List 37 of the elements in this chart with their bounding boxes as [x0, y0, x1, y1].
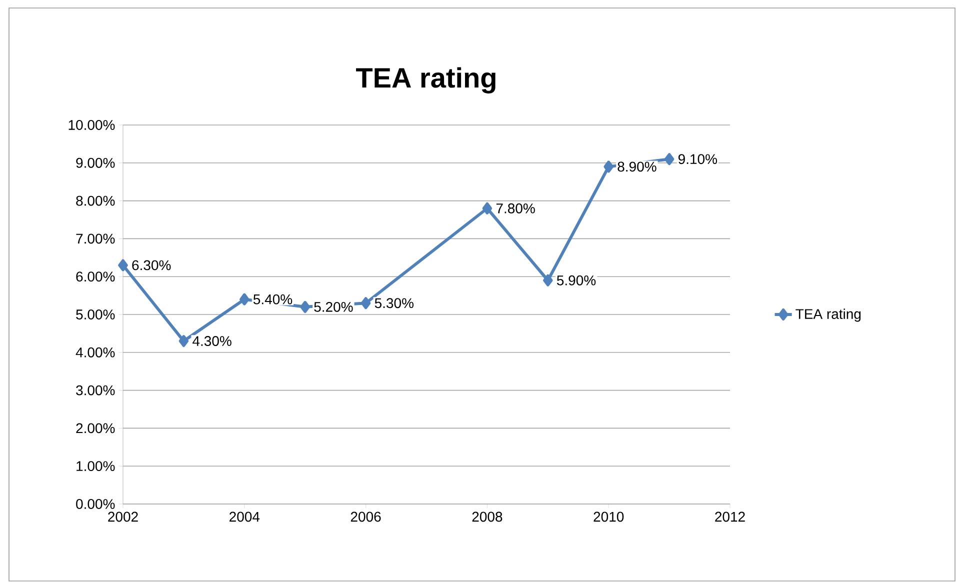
data-label: 5.90%	[556, 275, 596, 286]
x-tick-label: 2002	[108, 512, 138, 522]
point	[604, 160, 614, 173]
y-tick-label: 2.00%	[76, 423, 115, 434]
point	[178, 335, 189, 348]
x-tick-label: 2004	[230, 512, 260, 522]
x-tick-label: 2012	[715, 512, 745, 522]
point	[543, 274, 553, 286]
legend-label: TEA rating	[796, 308, 861, 322]
data-label: 6.30%	[132, 260, 171, 270]
data-label: 5.40%	[253, 294, 292, 304]
data-label: 5.30%	[374, 298, 414, 308]
y-tick-label: 8.00%	[76, 196, 115, 206]
data-label: 9.10%	[678, 154, 718, 164]
x-tick-label: 2008	[472, 512, 502, 522]
data-label: 8.90%	[618, 162, 656, 172]
point	[300, 300, 310, 313]
y-tick-label: 10.00%	[68, 120, 115, 130]
y-tick-label: 0.00%	[76, 499, 115, 509]
y-tick-label: 5.00%	[76, 310, 115, 320]
x-tick-label: 2006	[350, 512, 381, 522]
y-tick-label: 1.00%	[76, 461, 115, 472]
y-tick-label: 6.00%	[76, 272, 115, 282]
data-label: 7.80%	[496, 203, 535, 214]
x-tick-label: 2010	[594, 512, 624, 522]
point	[482, 202, 492, 214]
chart-title: TEA rating	[356, 67, 496, 94]
point	[118, 259, 128, 272]
data-label: 4.30%	[192, 336, 232, 346]
y-tick-label: 9.00%	[76, 158, 115, 168]
point	[664, 153, 674, 166]
data-label: 5.20%	[314, 302, 353, 312]
y-tick-label: 4.00%	[76, 347, 115, 358]
point	[360, 297, 371, 310]
y-tick-label: 3.00%	[76, 385, 115, 396]
point	[240, 293, 250, 306]
y-tick-label: 7.00%	[76, 234, 115, 244]
